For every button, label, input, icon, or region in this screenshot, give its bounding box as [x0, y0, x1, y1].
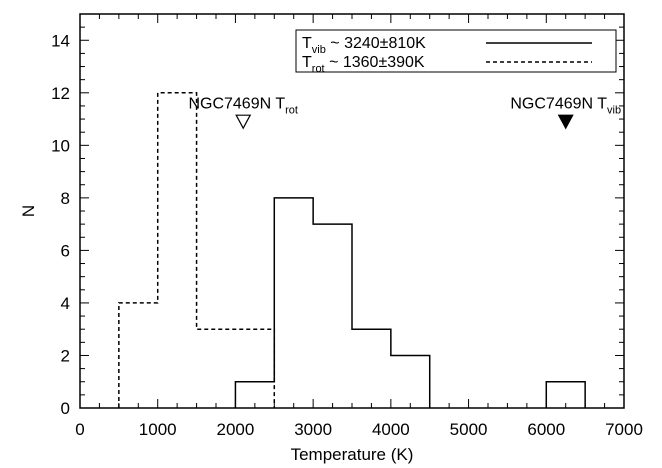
- x-tick-label: 2000: [217, 420, 255, 439]
- axis-ticks: [79, 13, 625, 409]
- y-tick-label: 6: [61, 241, 70, 260]
- y-axis-label: N: [19, 205, 38, 217]
- x-tick-label: 6000: [527, 420, 565, 439]
- x-tick-label: 4000: [372, 420, 410, 439]
- series-0-histogram: [234, 197, 586, 408]
- legend-label-1: Trot ~ 1360±390K: [302, 54, 425, 75]
- y-tick-label: 8: [61, 189, 70, 208]
- x-tick-label: 1000: [139, 420, 177, 439]
- annotation-layer: NGC7469N Trot NGC7469N Tvib: [188, 96, 621, 130]
- x-tick-label: 0: [75, 420, 84, 439]
- y-tick-label: 4: [61, 294, 70, 313]
- legend-label-0: Tvib ~ 3240±810K: [302, 35, 426, 56]
- y-tick-label: 10: [51, 136, 70, 155]
- plot-frame: [79, 13, 625, 409]
- x-tick-label: 7000: [605, 420, 643, 439]
- x-tick-label: 5000: [450, 420, 488, 439]
- annotation-label-1: NGC7469N Tvib: [510, 96, 621, 117]
- series-layer: [118, 92, 586, 408]
- annotation-label-0: NGC7469N Trot: [188, 96, 297, 117]
- y-tick-label: 2: [61, 346, 70, 365]
- y-tick-label: 14: [51, 31, 70, 50]
- axis-tick-labels: 0 1000 2000 3000 4000 5000 6000 7000 0 2 4 6 8 10 12 14: [51, 31, 643, 439]
- y-tick-label: 0: [61, 399, 70, 418]
- series-1-histogram: [118, 92, 276, 408]
- y-tick-label: 12: [51, 84, 70, 103]
- x-tick-label: 3000: [294, 420, 332, 439]
- x-axis-label: Temperature (K): [291, 445, 414, 464]
- annotation-marker-1: [557, 114, 574, 130]
- annotation-marker-0: [235, 114, 252, 130]
- legend-box: [295, 29, 617, 73]
